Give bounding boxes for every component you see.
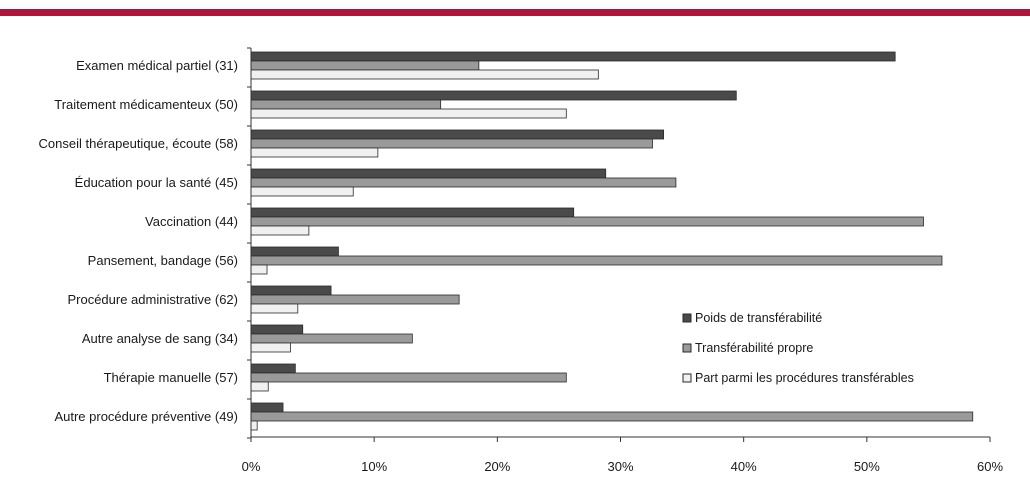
category-label: Thérapie manuelle (57) — [104, 370, 238, 385]
category-labels: Examen médical partiel (31) Traitement mé… — [39, 58, 238, 424]
bar-1-3 — [250, 129, 665, 140]
category-label: Traitement médicamenteux (50) — [54, 97, 238, 112]
x-tick-label: 10% — [361, 459, 387, 474]
legend: Poids de transférabilité Transférabilité … — [682, 311, 914, 385]
category-label: Autre analyse de sang (34) — [82, 331, 238, 346]
x-tick-label: 0% — [242, 459, 261, 474]
bar-1-5 — [250, 207, 575, 218]
bar-2-10 — [250, 411, 974, 422]
bar-2-5 — [250, 216, 924, 227]
axes-layer — [247, 47, 991, 442]
bar-3-1 — [250, 69, 599, 80]
x-tick-label: 60% — [977, 459, 1003, 474]
bar-3-10 — [250, 420, 258, 431]
bar-2-1 — [250, 60, 480, 71]
x-tick-label: 20% — [484, 459, 510, 474]
category-label: Autre procédure préventive (49) — [54, 409, 238, 424]
legend-label-2: Transférabilité propre — [695, 341, 813, 355]
bar-3-8 — [250, 342, 291, 353]
bar-3-5 — [250, 225, 310, 236]
bar-2-9 — [250, 372, 567, 383]
bar-2-6 — [250, 255, 943, 266]
bar-3-9 — [250, 381, 269, 392]
x-tick-label: 50% — [854, 459, 880, 474]
bar-1-4 — [250, 168, 607, 179]
bar-1-2 — [250, 90, 737, 101]
bar-2-2 — [250, 99, 442, 110]
bar-3-6 — [250, 264, 268, 275]
bar-2-8 — [250, 333, 413, 344]
category-label: Examen médical partiel (31) — [76, 58, 238, 73]
legend-label-3: Part parmi les procédures transférables — [695, 371, 914, 385]
x-tick-labels: 0% 10% 20% 30% 40% 50% 60% — [242, 459, 1004, 474]
bar-3-2 — [250, 108, 567, 119]
legend-swatch-3 — [682, 373, 692, 383]
legend-label-1: Poids de transférabilité — [695, 311, 822, 325]
category-label: Conseil thérapeutique, écoute (58) — [39, 136, 238, 151]
bar-3-4 — [250, 186, 354, 197]
category-label: Vaccination (44) — [145, 214, 238, 229]
legend-swatch-2 — [682, 343, 692, 353]
bar-1-7 — [250, 285, 332, 296]
legend-swatch-1 — [682, 313, 692, 323]
header-rule — [0, 9, 1030, 16]
category-label: Éducation pour la santé (45) — [75, 175, 238, 190]
bar-2-7 — [250, 294, 460, 305]
bar-1-9 — [250, 363, 296, 374]
bar-1-1 — [250, 51, 896, 62]
bar-3-3 — [250, 147, 379, 158]
bar-1-8 — [250, 324, 304, 335]
bar-1-6 — [250, 246, 339, 257]
bar-2-3 — [250, 138, 653, 149]
category-label: Procédure administrative (62) — [67, 292, 238, 307]
x-tick-label: 30% — [607, 459, 633, 474]
category-label: Pansement, bandage (56) — [88, 253, 238, 268]
x-tick-label: 40% — [731, 459, 757, 474]
bar-2-4 — [250, 177, 677, 188]
bar-1-10 — [250, 402, 284, 413]
bar-3-7 — [250, 303, 299, 314]
